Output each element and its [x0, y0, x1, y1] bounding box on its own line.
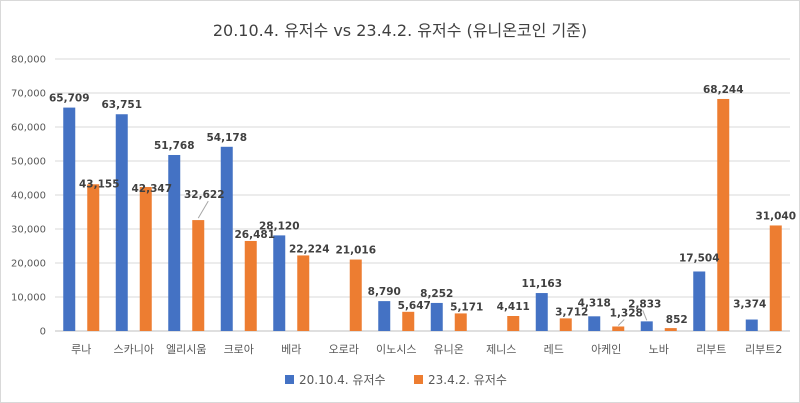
x-tick-label: 리부트2 [745, 343, 782, 356]
bar-series2 [454, 313, 467, 331]
x-tick-label: 스카니아 [114, 343, 154, 356]
bar-series1 [693, 271, 706, 331]
x-tick-label: 루나 [71, 343, 91, 356]
bar-series1 [535, 293, 548, 331]
bar-series1 [220, 146, 233, 331]
data-label: 32,622 [184, 189, 225, 201]
x-tick-label: 엘리시움 [166, 343, 206, 356]
bar-series1 [273, 235, 286, 331]
data-label: 3,712 [555, 306, 588, 318]
y-tick-label: 50,000 [11, 157, 46, 168]
bar-series2 [244, 240, 257, 331]
data-label: 8,790 [368, 286, 401, 298]
bar-series1 [168, 154, 181, 331]
data-label: 65,709 [49, 93, 90, 105]
y-axis: 0 10,000 20,000 30,000 40,000 50,000 60,000 70,… [11, 55, 46, 338]
bar-series2 [139, 187, 152, 331]
leader-line [197, 200, 209, 219]
bar-series1 [640, 321, 653, 331]
legend-label: 23.4.2. 유저수 [428, 373, 507, 387]
bar-series2 [507, 316, 520, 331]
data-label: 21,016 [335, 245, 376, 257]
data-label: 11,163 [521, 278, 562, 290]
data-label: 26,481 [234, 229, 275, 241]
x-tick-label: 베라 [281, 343, 301, 356]
legend-swatch [285, 375, 294, 384]
bar-series2 [87, 184, 100, 331]
leader-line [617, 319, 625, 326]
y-tick-label: 20,000 [11, 259, 46, 270]
x-tick-label: 레드 [544, 343, 564, 356]
bar-series2 [402, 311, 415, 331]
data-label: 852 [666, 314, 688, 326]
bar-series1 [745, 319, 758, 331]
data-label: 28,120 [259, 220, 300, 232]
data-label: 4,411 [497, 301, 530, 313]
bar-series1 [63, 107, 76, 331]
y-tick-label: 70,000 [11, 89, 46, 100]
y-tick-label: 80,000 [11, 55, 46, 66]
data-label: 5,647 [398, 300, 431, 312]
bar-series2 [769, 225, 782, 331]
data-label: 17,504 [679, 252, 720, 264]
data-label: 68,244 [703, 84, 744, 96]
legend-swatch [414, 375, 423, 384]
data-label: 4,318 [578, 297, 611, 309]
data-labels: 65,709 43,155 63,751 42,347 51,768 32,622 54,1… [49, 84, 796, 326]
legend: 20.10.4. 유저수 23.4.2. 유저수 [285, 373, 507, 387]
x-tick-label: 아케인 [591, 343, 621, 356]
bar-series1 [378, 301, 391, 331]
bar-series2 [349, 259, 362, 331]
bar-series1 [430, 302, 443, 331]
chart-title: 20.10.4. 유저수 vs 23.4.2. 유저수 (유니온코인 기준) [212, 21, 588, 40]
data-label: 5,171 [450, 301, 483, 313]
bar-series2 [192, 220, 205, 331]
x-tick-label: 노바 [649, 343, 669, 356]
data-label: 2,833 [628, 298, 661, 310]
data-label: 54,178 [206, 132, 247, 144]
x-tick-label: 이노시스 [376, 343, 416, 356]
data-label: 63,751 [101, 99, 142, 111]
bar-series2 [297, 255, 310, 331]
legend-label: 20.10.4. 유저수 [299, 373, 386, 387]
bar-series1 [588, 316, 601, 331]
y-tick-label: 60,000 [11, 123, 46, 134]
x-tick-label: 오로라 [329, 343, 359, 356]
data-label: 31,040 [755, 210, 796, 222]
x-tick-label: 크로아 [224, 343, 254, 356]
y-tick-label: 0 [40, 327, 46, 338]
bar-series2 [559, 318, 572, 331]
x-tick-label: 리부트 [696, 343, 726, 356]
bar-series2 [664, 328, 677, 331]
y-tick-label: 10,000 [11, 293, 46, 304]
y-tick-label: 30,000 [11, 225, 46, 236]
data-label: 43,155 [79, 178, 120, 190]
data-label: 8,252 [420, 288, 453, 300]
bar-series2 [717, 98, 730, 331]
data-label: 1,328 [610, 307, 643, 319]
bar-series1 [115, 114, 128, 331]
bars [63, 98, 782, 331]
x-tick-label: 제니스 [486, 343, 516, 356]
data-label: 51,768 [154, 140, 195, 152]
bar-series2 [612, 326, 625, 331]
x-axis: 루나 스카니아 엘리시움 크로아 베라 오로라 이노시스 유니온 제니스 레드 아케인 노바 리부트 리부… [71, 343, 782, 356]
data-label: 22,224 [289, 243, 330, 255]
leader-line [642, 310, 648, 321]
y-tick-label: 40,000 [11, 191, 46, 202]
data-label: 42,347 [131, 183, 172, 195]
data-label: 3,374 [733, 299, 766, 311]
x-tick-label: 유니온 [434, 343, 464, 356]
